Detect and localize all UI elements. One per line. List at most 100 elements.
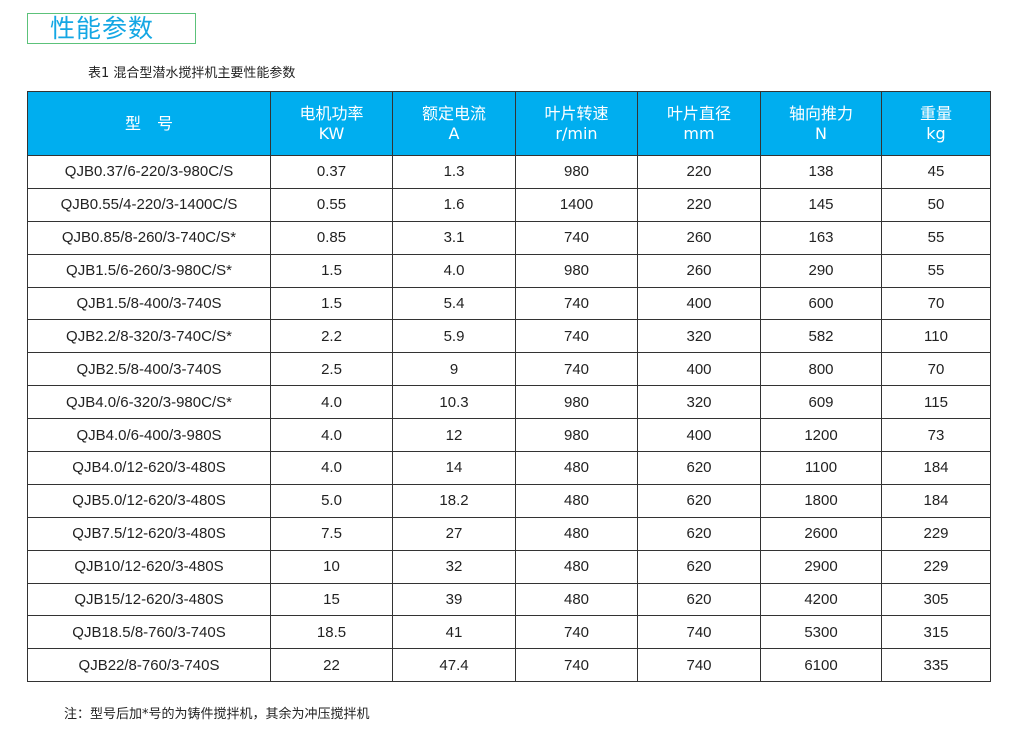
table-row: QJB1.5/8-400/3-740S 1.5 5.4 740 400 600 70 — [27, 286, 991, 321]
table-cell: 47.4 — [392, 648, 516, 683]
header-unit: KW — [318, 123, 345, 143]
table-cell: 41 — [392, 615, 516, 650]
table-cell: 4.0 — [270, 385, 393, 420]
table-cell: 1.5 — [270, 286, 393, 321]
table-cell: 980 — [515, 385, 638, 420]
table-cell: 10 — [270, 549, 393, 584]
table-cell: 980 — [515, 418, 638, 453]
table-cell: 315 — [881, 615, 991, 650]
table-cell: 0.55 — [270, 187, 393, 222]
table-row: QJB15/12-620/3-480S 15 39 480 620 4200 305 — [27, 582, 991, 617]
table-cell: 480 — [515, 451, 638, 485]
column-header: 叶片转速 r/min — [515, 91, 638, 156]
table-cell: 740 — [637, 615, 761, 650]
table-cell: 18.2 — [392, 483, 516, 518]
table-cell: 740 — [515, 220, 638, 255]
table-cell: 73 — [881, 418, 991, 453]
table-cell: 740 — [515, 648, 638, 683]
table-cell: 3.1 — [392, 220, 516, 255]
table-cell: 4.0 — [270, 418, 393, 453]
table-cell: 7.5 — [270, 516, 393, 551]
table-cell: 480 — [515, 549, 638, 584]
table-cell: QJB22/8-760/3-740S — [27, 648, 271, 683]
table-cell: 70 — [881, 286, 991, 321]
table-cell: 5300 — [760, 615, 882, 650]
table-cell: QJB2.2/8-320/3-740C/S* — [27, 319, 271, 354]
table-cell: 400 — [637, 286, 761, 321]
table-cell: 2.2 — [270, 319, 393, 354]
table-cell: 1200 — [760, 418, 882, 453]
header-unit: N — [815, 123, 827, 143]
table-cell: 5.4 — [392, 286, 516, 321]
table-cell: 480 — [515, 483, 638, 518]
table-row: QJB18.5/8-760/3-740S 18.5 41 740 740 5300 315 — [27, 615, 991, 650]
table-row: QJB5.0/12-620/3-480S 5.0 18.2 480 620 1800 184 — [27, 483, 991, 518]
table-cell: 740 — [515, 286, 638, 321]
table-cell: 620 — [637, 516, 761, 551]
table-cell: 32 — [392, 549, 516, 584]
table-cell: 400 — [637, 418, 761, 453]
table-cell: 400 — [637, 352, 761, 387]
table-cell: 14 — [392, 451, 516, 485]
table-cell: 0.37 — [270, 155, 393, 189]
column-header: 型 号 — [27, 91, 271, 156]
table-cell: 480 — [515, 516, 638, 551]
table-row: QJB4.0/12-620/3-480S 4.0 14 480 620 1100 184 — [27, 451, 991, 485]
table-cell: 320 — [637, 319, 761, 354]
table-cell: 5.9 — [392, 319, 516, 354]
header-label: 型 号 — [124, 113, 173, 133]
table-cell: 620 — [637, 451, 761, 485]
performance-table: 型 号电机功率 KW 额定电流 A 叶片转速 r/min 叶片直径 mm 轴向推力 N 重量 kg Q… — [27, 91, 991, 683]
column-header: 重量 kg — [881, 91, 991, 156]
header-unit: r/min — [555, 123, 598, 143]
table-row: QJB2.2/8-320/3-740C/S* 2.2 5.9 740 320 582 110 — [27, 319, 991, 354]
table-cell: 229 — [881, 549, 991, 584]
table-cell: 5.0 — [270, 483, 393, 518]
table-cell: 290 — [760, 253, 882, 288]
table-row: QJB7.5/12-620/3-480S 7.5 27 480 620 2600 229 — [27, 516, 991, 551]
table-cell: QJB7.5/12-620/3-480S — [27, 516, 271, 551]
header-unit: A — [448, 123, 460, 143]
table-cell: 70 — [881, 352, 991, 387]
title-frame — [27, 13, 196, 44]
table-cell: QJB0.37/6-220/3-980C/S — [27, 155, 271, 189]
column-header: 轴向推力 N — [760, 91, 882, 156]
table-cell: 600 — [760, 286, 882, 321]
table-cell: 229 — [881, 516, 991, 551]
table-cell: 22 — [270, 648, 393, 683]
table-cell: 740 — [637, 648, 761, 683]
table-cell: 2600 — [760, 516, 882, 551]
table-cell: QJB1.5/8-400/3-740S — [27, 286, 271, 321]
table-cell: 2900 — [760, 549, 882, 584]
table-cell: QJB4.0/6-320/3-980C/S* — [27, 385, 271, 420]
table-cell: 980 — [515, 253, 638, 288]
table-cell: 220 — [637, 155, 761, 189]
table-cell: 184 — [881, 483, 991, 518]
header-label: 轴向推力 — [788, 103, 853, 123]
table-row: QJB2.5/8-400/3-740S 2.5 9 740 400 800 70 — [27, 352, 991, 387]
table-cell: 27 — [392, 516, 516, 551]
table-cell: 335 — [881, 648, 991, 683]
table-cell: 9 — [392, 352, 516, 387]
table-cell: 620 — [637, 483, 761, 518]
table-cell: 4200 — [760, 582, 882, 617]
header-label: 叶片转速 — [544, 103, 609, 123]
table-cell: 15 — [270, 582, 393, 617]
table-cell: 2.5 — [270, 352, 393, 387]
table-cell: 740 — [515, 319, 638, 354]
table-cell: 609 — [760, 385, 882, 420]
table-cell: 0.85 — [270, 220, 393, 255]
table-row: QJB0.85/8-260/3-740C/S* 0.85 3.1 740 260 163 5… — [27, 220, 991, 255]
table-cell: 620 — [637, 549, 761, 584]
table-cell: 582 — [760, 319, 882, 354]
table-cell: 110 — [881, 319, 991, 354]
table-cell: 740 — [515, 352, 638, 387]
table-cell: QJB15/12-620/3-480S — [27, 582, 271, 617]
table-cell: 320 — [637, 385, 761, 420]
table-cell: 1.5 — [270, 253, 393, 288]
table-cell: 10.3 — [392, 385, 516, 420]
table-cell: 260 — [637, 220, 761, 255]
table-row: QJB1.5/6-260/3-980C/S* 1.5 4.0 980 260 290 55 — [27, 253, 991, 288]
table-cell: 138 — [760, 155, 882, 189]
table-row: QJB0.55/4-220/3-1400C/S 0.55 1.6 1400 220 145… — [27, 187, 991, 222]
